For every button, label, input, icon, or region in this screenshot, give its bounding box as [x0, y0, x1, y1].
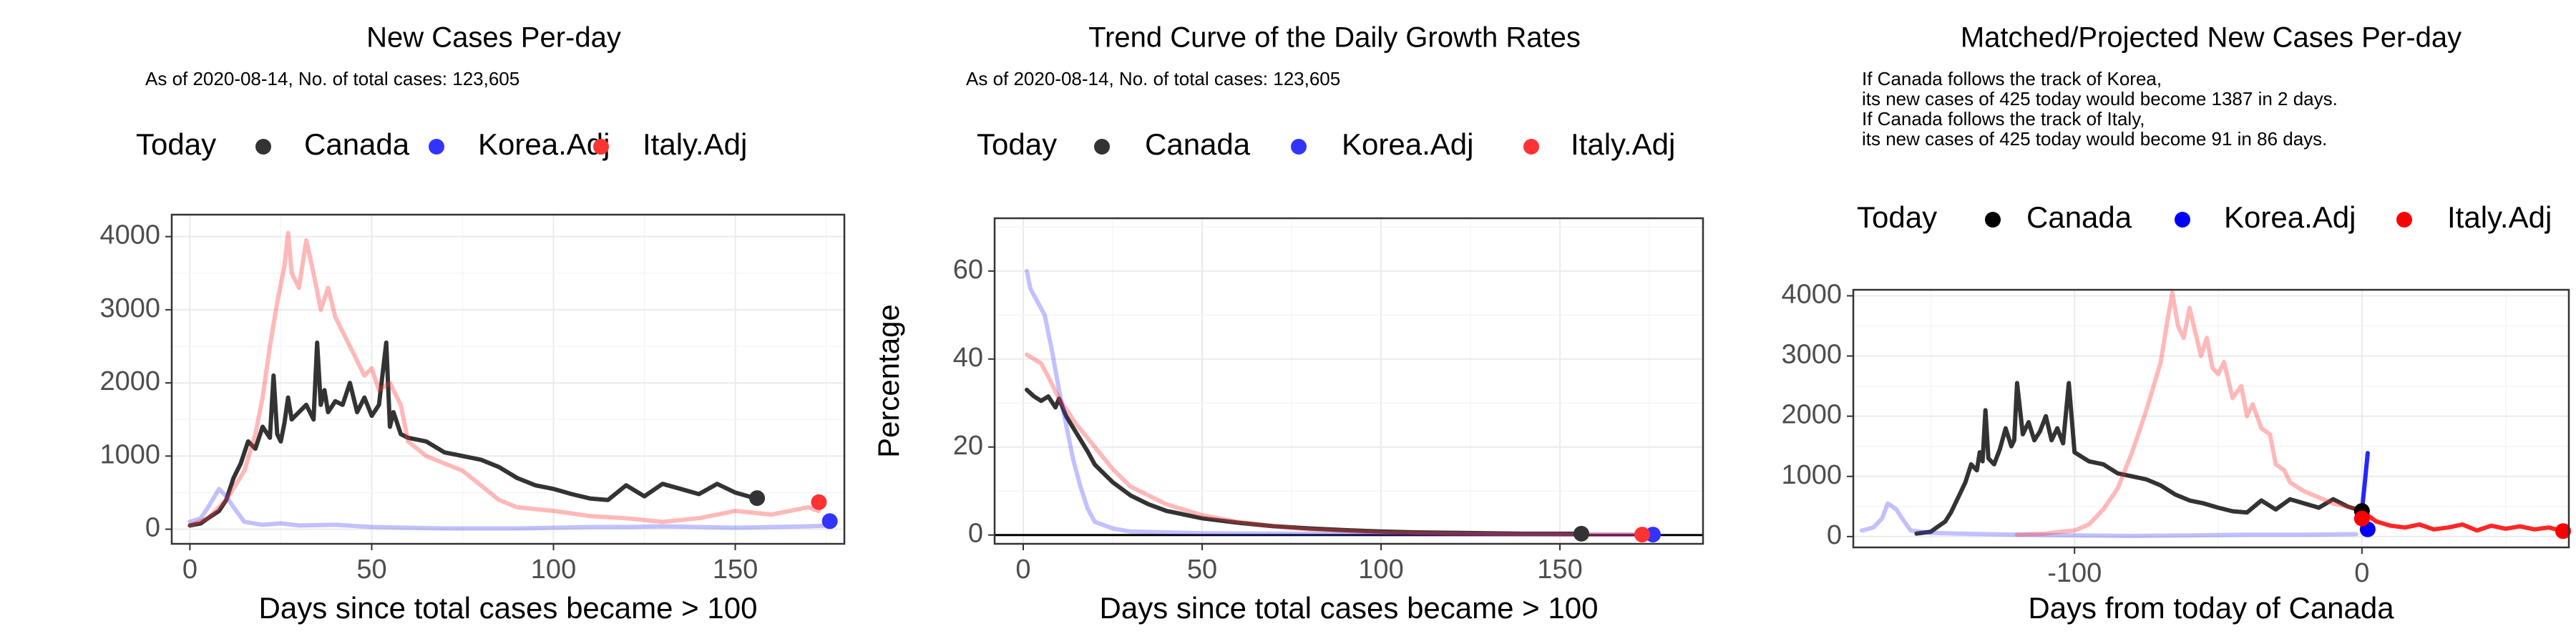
x-axis-label: Days from today of Canada [2028, 591, 2394, 625]
legend-label: Italy.Adj [2447, 200, 2552, 234]
series-line-korea-adj [1025, 268, 1655, 537]
legend-marker [1985, 212, 2001, 228]
x-tick-label: 100 [1358, 555, 1403, 585]
chart-annotation: its new cases of 425 today would become … [1862, 88, 2338, 109]
chart-annotation: If Canada follows the track of Korea, [1862, 68, 2162, 89]
legend-label: Canada [304, 127, 410, 161]
chart-panel-2: Trend Curve of the Daily Growth Rates As … [872, 22, 1704, 625]
y-tick-label: 40 [953, 343, 983, 373]
y-tick-label: 2000 [99, 366, 160, 396]
legend-title: Today [1857, 200, 1937, 234]
y-tick-label: 1000 [1781, 460, 1842, 490]
legend-label: Korea.Adj [2224, 200, 2356, 234]
plot-border [170, 213, 846, 545]
series-line-korea-adj [1860, 501, 2358, 538]
x-tick-label: 0 [182, 555, 197, 585]
y-tick-label: 0 [1827, 520, 1842, 550]
y-tick-label: 0 [145, 513, 160, 543]
y-tick-label: 20 [953, 431, 983, 461]
series-line-canada [187, 340, 756, 528]
legend-marker [255, 139, 271, 155]
legend-title: Today [136, 127, 216, 161]
series-line-italy-adj [2014, 291, 2364, 537]
x-tick-label: 150 [1537, 555, 1582, 585]
legend-label: Korea.Adj [1342, 127, 1473, 161]
x-tick-label: 100 [531, 555, 576, 585]
chart-annotation: As of 2020-08-14, No. of total cases: 12… [145, 68, 519, 89]
legend: Today Canada Korea.Adj Italy.Adj [1857, 200, 2552, 234]
today-point-italy-adj [2353, 510, 2370, 527]
x-tick-label: 0 [1015, 555, 1030, 585]
chart-title: Trend Curve of the Daily Growth Rates [1088, 22, 1581, 54]
chart-annotation: If Canada follows the track of Italy, [1862, 108, 2145, 130]
gridlines [995, 218, 1703, 544]
series-line-canada [1025, 387, 1584, 536]
series-line-korea-adj [187, 487, 832, 531]
series-line-italy-adj [1025, 352, 1644, 537]
y-tick-label: 1000 [99, 439, 160, 469]
y-tick-label: 0 [968, 519, 983, 549]
y-tick-label: 4000 [99, 220, 160, 250]
today-point-italy-adj [1634, 527, 1650, 543]
plot-border [1852, 288, 2570, 549]
legend-marker [1523, 139, 1539, 155]
chart-annotation: As of 2020-08-14, No. of total cases: 12… [966, 68, 1340, 89]
plot-area [995, 218, 1703, 544]
y-tick-label: 3000 [99, 293, 160, 323]
legend-marker [1291, 139, 1307, 155]
legend-marker [429, 139, 444, 155]
y-tick-label: 3000 [1781, 340, 1842, 370]
legend-label: Canada [2026, 200, 2132, 234]
y-tick-label: 2000 [1781, 400, 1842, 430]
plot-area [1853, 290, 2569, 547]
legend-title: Today [977, 127, 1057, 161]
x-tick-label: -100 [2047, 558, 2102, 588]
x-tick-label: 0 [2354, 558, 2369, 588]
legend-marker [1094, 139, 1110, 155]
legend-label: Italy.Adj [643, 127, 747, 161]
today-point-korea-adj [821, 513, 838, 530]
plot-border [993, 217, 1704, 545]
x-axis-label: Days since total cases became > 100 [1100, 591, 1599, 625]
chart-title: Matched/Projected New Cases Per-day [1961, 22, 2462, 54]
y-tick-label: 60 [953, 255, 983, 285]
today-point-canada [1574, 525, 1589, 542]
x-tick-label: 150 [713, 555, 758, 585]
legend: Today Canada Korea.Adj Italy.Adj [977, 127, 1675, 161]
series-line-korea-adj [2359, 451, 2370, 514]
chart-panel-3: Matched/Projected New Cases Per-day If Ca… [1781, 22, 2571, 625]
chart-title: New Cases Per-day [366, 22, 621, 54]
legend-marker [2396, 212, 2412, 228]
legend-marker [593, 139, 609, 155]
y-tick-label: 4000 [1781, 279, 1842, 309]
legend-marker [2175, 212, 2190, 228]
chart-panel-1: New Cases Per-day As of 2020-08-14, No. o… [99, 22, 846, 625]
legend: Today Canada Korea.Adj Italy.Adj [136, 127, 747, 161]
legend-label: Italy.Adj [1571, 127, 1675, 161]
legend-label: Canada [1145, 127, 1251, 161]
legend-label: Korea.Adj [478, 127, 610, 161]
x-axis-label: Days since total cases became > 100 [259, 591, 758, 625]
chart-annotation: its new cases of 425 today would become … [1862, 128, 2327, 150]
y-axis-label: Percentage [872, 304, 905, 458]
series-line-italy-adj [187, 230, 821, 528]
series-line-canada [1914, 381, 2364, 536]
today-point-italy-adj [2555, 523, 2571, 540]
today-point-italy-adj [811, 494, 827, 510]
today-point-canada [749, 490, 766, 507]
x-tick-label: 50 [1187, 555, 1217, 585]
x-tick-label: 50 [356, 555, 386, 585]
series-line-italy-adj [2359, 509, 2565, 534]
